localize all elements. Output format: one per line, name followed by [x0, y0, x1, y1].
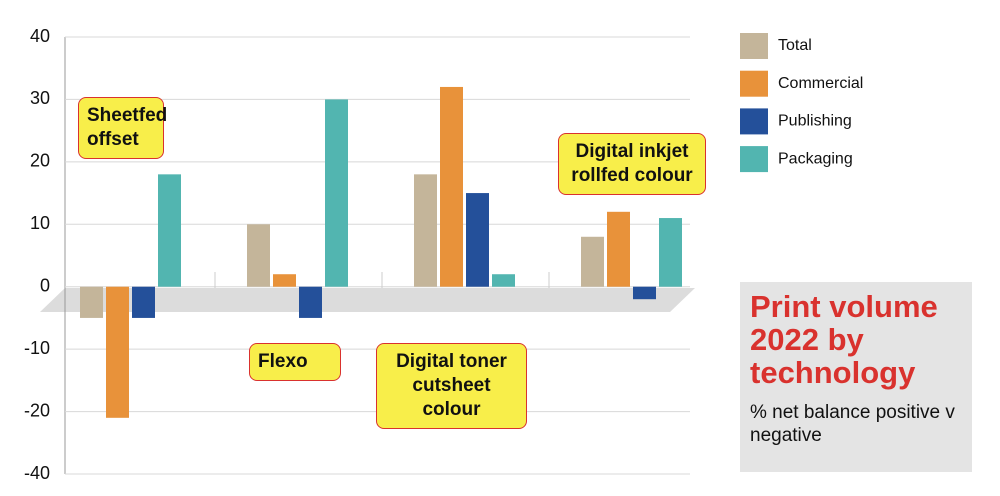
bar	[106, 286, 129, 418]
bar	[581, 236, 604, 287]
bar	[633, 286, 656, 300]
title-box: Print volume 2022 by technology % net ba…	[740, 282, 972, 472]
y-tick-label: -40	[24, 463, 50, 483]
legend-swatch	[740, 108, 768, 135]
chart-subtitle: % net balance positive v negative	[750, 402, 955, 446]
category-label: Flexo	[249, 343, 341, 381]
legend-label: Publishing	[778, 113, 852, 130]
category-label: Digital toner cutsheet colour	[376, 343, 527, 429]
category-label: Sheetfed offset	[78, 97, 167, 159]
legend-label: Total	[778, 37, 812, 54]
bar	[158, 174, 181, 287]
bar	[414, 174, 437, 287]
bar	[440, 86, 463, 287]
y-tick-label: 0	[40, 275, 50, 295]
y-tick-label: -20	[24, 400, 50, 420]
legend-swatch	[740, 33, 768, 59]
bar	[247, 224, 270, 287]
bar	[299, 286, 322, 318]
bar	[466, 193, 489, 287]
legend-swatch	[740, 70, 768, 97]
bar	[132, 286, 155, 318]
category-label: Digital inkjet rollfed colour	[558, 133, 706, 195]
bar	[607, 211, 630, 287]
y-tick-label: 20	[30, 151, 50, 171]
bar	[273, 274, 296, 287]
chart-title: Print volume 2022 by technology	[750, 289, 938, 390]
bar	[325, 99, 348, 287]
legend-swatch	[740, 146, 768, 173]
legend-label: Packaging	[778, 150, 853, 167]
y-tick-label: 30	[30, 88, 50, 108]
bar	[659, 218, 682, 287]
zero-floor	[40, 288, 695, 312]
bar	[492, 274, 515, 287]
legend-label: Commercial	[778, 75, 863, 92]
y-tick-label: 10	[30, 213, 50, 233]
bar	[80, 286, 103, 318]
y-tick-label: -10	[24, 338, 50, 358]
y-tick-label: 40	[30, 26, 50, 46]
